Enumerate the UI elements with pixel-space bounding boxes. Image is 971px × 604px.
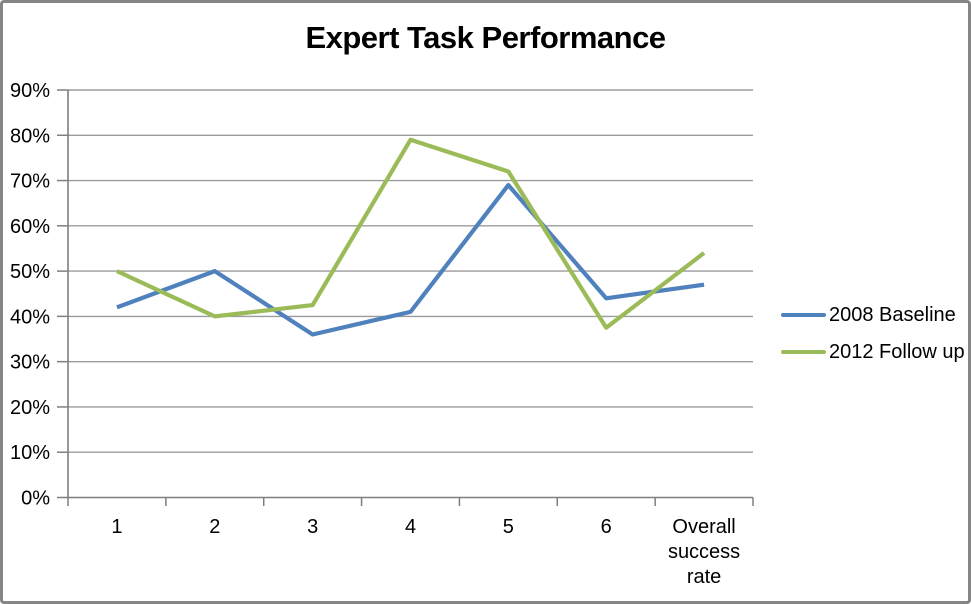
y-tick-label: 70% [10, 171, 50, 193]
x-category-label: 2 [209, 516, 220, 538]
legend-swatch-2012-follow-up [781, 350, 826, 354]
y-tick-label: 20% [10, 397, 50, 419]
y-tick-label: 40% [10, 306, 50, 328]
legend-swatch-2008-baseline [781, 313, 826, 317]
x-category-label: 5 [503, 516, 514, 538]
legend: 2008 Baseline 2012 Follow up [781, 302, 965, 376]
y-tick-label: 90% [10, 80, 50, 102]
legend-label-2012-follow-up: 2012 Follow up [829, 340, 965, 363]
y-tick-label: 60% [10, 216, 50, 238]
y-tick-label: 30% [10, 352, 50, 374]
x-category-label: 6 [601, 516, 612, 538]
x-category-label: 4 [405, 516, 416, 538]
x-category-label: 1 [111, 516, 122, 538]
legend-entry-2012-follow-up: 2012 Follow up [781, 339, 965, 365]
legend-entry-2008-baseline: 2008 Baseline [781, 302, 965, 328]
x-category-label: Overall [672, 516, 735, 538]
y-tick-label: 80% [10, 125, 50, 147]
y-tick-label: 50% [10, 261, 50, 283]
series-line-2008-baseline [116, 182, 705, 337]
series-line-2012-follow-up [116, 137, 706, 330]
y-tick-label: 0% [21, 488, 50, 510]
legend-label-2008-baseline: 2008 Baseline [829, 303, 956, 326]
x-category-label: 3 [307, 516, 318, 538]
y-tick-label: 10% [10, 442, 50, 464]
x-category-label: success [668, 541, 740, 563]
x-category-label: rate [687, 566, 721, 588]
chart-title: Expert Task Performance [305, 20, 666, 55]
